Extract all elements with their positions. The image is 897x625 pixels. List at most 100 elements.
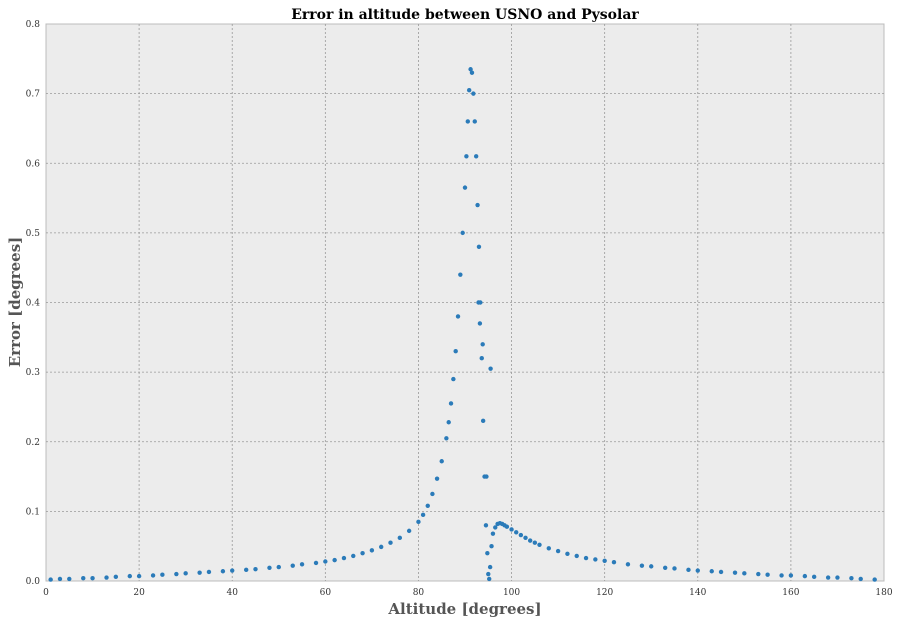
data-point: [448, 401, 454, 406]
data-point: [104, 575, 109, 580]
data-point: [220, 569, 226, 574]
data-point: [487, 576, 492, 582]
data-point: [849, 576, 854, 581]
data-point: [379, 544, 384, 550]
chart-title: Error in altitude between USNO and Pysol…: [291, 7, 639, 23]
data-point: [455, 314, 461, 319]
data-point: [197, 570, 202, 575]
data-point: [695, 568, 700, 573]
data-point: [504, 524, 510, 529]
data-point: [490, 531, 496, 536]
data-point: [765, 572, 770, 577]
data-point: [835, 575, 840, 580]
data-point: [465, 119, 470, 124]
data-point: [174, 571, 179, 577]
data-point: [480, 418, 486, 424]
data-point: [537, 542, 542, 547]
data-point: [488, 366, 493, 371]
data-point: [360, 550, 365, 556]
y-tick-label: 0.1: [26, 507, 40, 517]
data-point: [313, 560, 319, 566]
data-point: [476, 244, 482, 249]
data-point: [473, 154, 479, 159]
data-point: [299, 562, 305, 567]
data-point: [81, 576, 86, 581]
data-point: [230, 568, 235, 573]
data-point: [471, 91, 476, 96]
data-point: [341, 555, 347, 561]
data-point: [290, 563, 295, 568]
data-point: [351, 553, 356, 559]
x-tick-label: 140: [689, 588, 706, 598]
data-point: [451, 376, 456, 382]
data-point: [206, 569, 212, 575]
data-point: [788, 573, 794, 578]
data-point: [425, 503, 430, 509]
data-point: [113, 574, 119, 580]
data-point: [323, 559, 328, 564]
data-point: [523, 535, 528, 541]
data-point: [709, 569, 714, 574]
y-tick-labels: 0.0 0.1 0.2 0.3 0.4 0.5 0.6 0.7 0.8: [26, 20, 41, 587]
data-point: [243, 567, 249, 573]
x-tick-label: 180: [875, 588, 892, 598]
data-point: [183, 571, 188, 576]
data-point: [468, 67, 473, 72]
x-tick-label: 80: [413, 588, 425, 598]
y-tick-label: 0.0: [26, 577, 41, 587]
data-point: [858, 576, 863, 582]
plot-area: [45, 23, 885, 582]
data-point: [639, 563, 645, 568]
data-point: [57, 576, 63, 582]
data-point: [487, 564, 493, 570]
data-point: [420, 512, 426, 518]
data-point: [672, 566, 677, 571]
data-point: [602, 558, 607, 564]
y-tick-label: 0.2: [26, 438, 40, 448]
x-tick-label: 60: [320, 588, 332, 598]
data-point: [649, 564, 654, 569]
x-tick-label: 0: [43, 588, 49, 598]
data-point: [527, 538, 533, 543]
y-tick-label: 0.7: [26, 90, 41, 100]
data-point: [574, 553, 579, 559]
y-tick-label: 0.4: [26, 299, 41, 309]
data-point: [434, 476, 440, 481]
y-tick-label: 0.8: [26, 20, 41, 30]
data-point: [779, 573, 784, 578]
data-point: [811, 574, 817, 580]
data-point: [446, 420, 451, 425]
x-tick-label: 160: [782, 588, 799, 598]
data-point: [397, 535, 403, 541]
data-point: [369, 548, 375, 553]
data-point: [732, 570, 738, 575]
data-point: [332, 557, 337, 563]
x-tick-label: 20: [133, 588, 145, 598]
data-point: [514, 530, 519, 535]
data-point: [136, 573, 142, 579]
data-point: [462, 185, 468, 190]
data-point: [486, 571, 491, 577]
data-point: [509, 527, 514, 532]
data-point: [472, 119, 477, 124]
data-point: [484, 474, 489, 479]
data-point: [48, 577, 53, 582]
data-point: [267, 565, 272, 570]
data-point: [253, 566, 258, 572]
data-point: [718, 569, 724, 575]
x-tick-label: 100: [503, 588, 520, 598]
data-point: [662, 565, 668, 570]
y-tick-label: 0.6: [26, 159, 41, 169]
data-point: [532, 540, 538, 545]
data-point: [388, 540, 393, 545]
data-point: [444, 436, 449, 441]
data-point: [453, 349, 458, 354]
data-point: [485, 550, 490, 556]
data-point: [469, 70, 475, 75]
data-point: [67, 576, 72, 582]
data-point: [518, 532, 524, 538]
data-point: [464, 154, 469, 159]
data-point: [555, 548, 561, 554]
data-point: [466, 87, 472, 93]
